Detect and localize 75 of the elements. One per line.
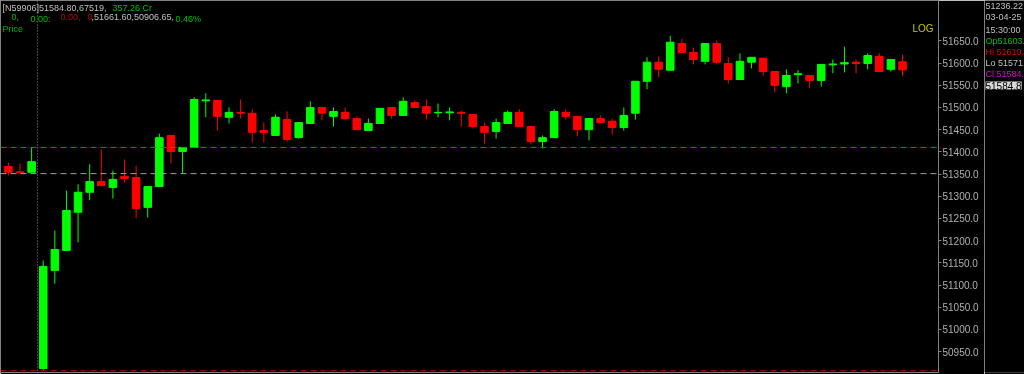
annotation: 0.00: xyxy=(30,13,51,24)
candlestick xyxy=(654,55,663,78)
y-tick-label: 51600.0 xyxy=(942,58,980,70)
candlestick xyxy=(73,183,83,243)
candlestick xyxy=(120,158,129,183)
y-tick-label: 51350.0 xyxy=(942,169,980,181)
y-tick-label: 51050.0 xyxy=(942,302,980,314)
text: 15:30:00 xyxy=(985,24,1021,35)
candlestick xyxy=(770,71,780,93)
text: Cl 51584. xyxy=(985,68,1024,79)
y-tick-label: 51550.0 xyxy=(942,80,980,92)
candlestick xyxy=(50,229,60,285)
y-tick-label: 51000.0 xyxy=(942,324,980,336)
text: Price xyxy=(2,23,24,34)
annotation: [N59906]51584.80,67519, xyxy=(2,2,107,13)
candlestick xyxy=(735,52,745,81)
candlestick xyxy=(247,108,257,144)
text: Op51603. xyxy=(985,35,1024,46)
text: 51236.22 xyxy=(985,0,1024,11)
candlestick xyxy=(27,146,36,173)
y-tick-label: 51100.0 xyxy=(942,280,979,292)
annotation: 0.00, xyxy=(60,11,81,22)
y-tick-label: 51650.0 xyxy=(942,35,980,47)
candlestick xyxy=(422,98,431,120)
y-tick-label: 50950.0 xyxy=(942,346,980,358)
candlestick xyxy=(619,106,629,132)
candlestick xyxy=(875,52,884,73)
text: LOG xyxy=(912,22,934,34)
annotation: ,51661.60,50906.65, xyxy=(91,11,175,22)
y-tick-label: 51450.0 xyxy=(942,124,980,136)
candlestick xyxy=(224,106,234,124)
candlestick xyxy=(259,122,269,144)
y-tick-label: 51150.0 xyxy=(942,257,979,269)
annotation: 0, xyxy=(11,11,20,22)
candlestick xyxy=(712,39,721,65)
candlestick xyxy=(236,98,245,120)
candlestick xyxy=(213,99,222,132)
text: 03-04-25 xyxy=(985,11,1022,22)
candlestick xyxy=(306,100,315,124)
candlestick xyxy=(584,118,594,141)
candlestick xyxy=(793,69,803,85)
candlestick xyxy=(282,110,292,143)
y-tick-label: 51200.0 xyxy=(942,235,980,247)
annotation: 357.26 Cr xyxy=(112,2,153,13)
candlestick xyxy=(340,106,350,121)
candlestick xyxy=(573,115,582,137)
text: Lo 51571. xyxy=(985,57,1024,68)
candlestick xyxy=(317,106,327,121)
candlestick xyxy=(201,92,211,118)
candlestick xyxy=(491,118,501,140)
text: 51584.8 xyxy=(985,80,1023,92)
candlestick xyxy=(816,63,826,88)
y-tick-label: 51300.0 xyxy=(942,191,980,203)
candlestick xyxy=(143,186,153,219)
candlestick xyxy=(329,106,338,128)
candlestick xyxy=(108,170,118,199)
y-tick-label: 51250.0 xyxy=(942,213,980,225)
candlestick xyxy=(15,162,25,175)
candlestick xyxy=(398,96,408,116)
candlestick xyxy=(700,43,710,65)
candlestick xyxy=(97,149,106,187)
candlestick xyxy=(480,122,489,144)
candlestick xyxy=(898,54,907,77)
candlestick xyxy=(166,134,176,164)
candlestick xyxy=(840,46,849,73)
y-tick-label: 51400.0 xyxy=(942,146,980,158)
y-tick-label: 51500.0 xyxy=(942,102,980,114)
candlestick xyxy=(782,68,791,94)
candlestick xyxy=(724,56,733,85)
annotation: 0.46% xyxy=(175,13,202,24)
text: Hi 51619. xyxy=(985,46,1024,57)
candlestick xyxy=(642,56,652,90)
candlestick xyxy=(85,163,94,201)
annotation: 0 xyxy=(87,11,93,22)
candlestick xyxy=(271,114,280,136)
